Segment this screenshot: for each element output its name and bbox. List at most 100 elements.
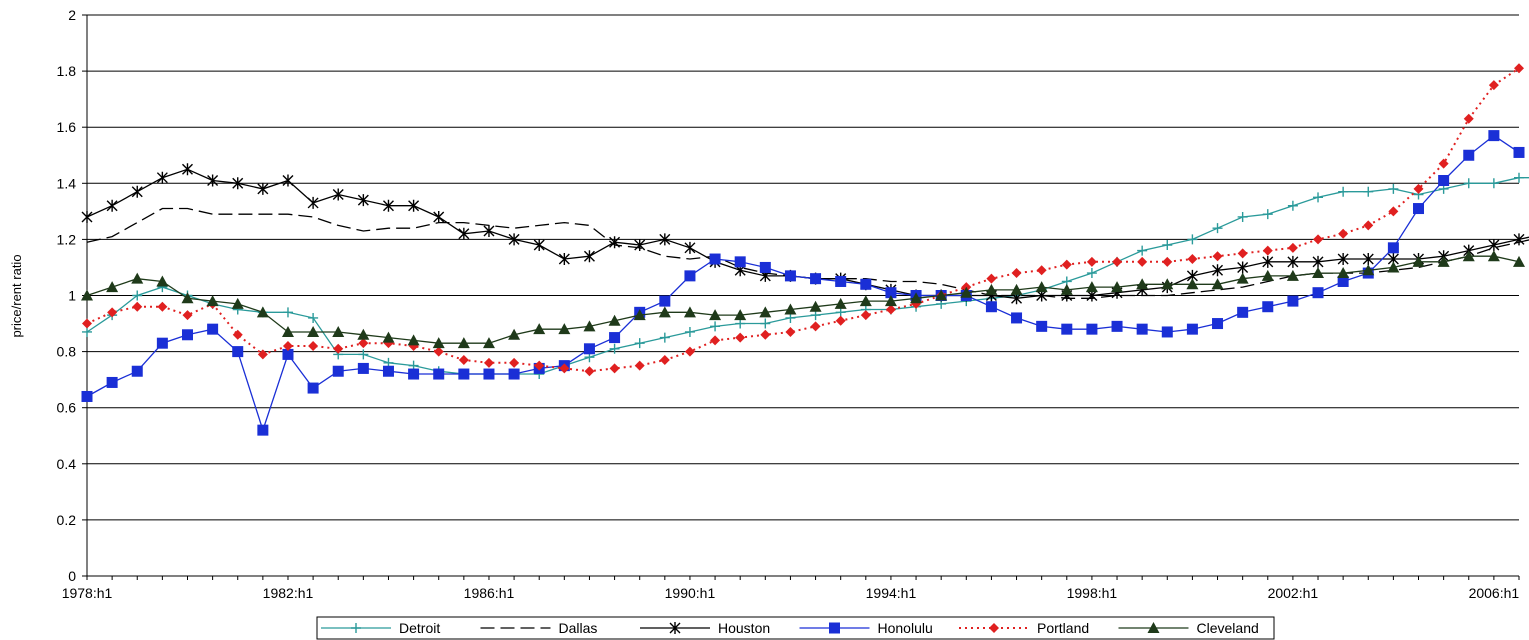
portland-point bbox=[107, 307, 118, 318]
x-tick-label: 2006:h1 bbox=[1469, 585, 1520, 601]
cleveland-point bbox=[834, 297, 847, 309]
portland-point bbox=[1363, 220, 1374, 231]
legend-marker-detroit bbox=[351, 623, 361, 633]
detroit-point bbox=[1287, 200, 1298, 211]
portland-line bbox=[86, 67, 1520, 373]
cleveland-point bbox=[859, 295, 872, 307]
honolulu-point bbox=[659, 295, 671, 307]
honolulu-point bbox=[835, 275, 847, 287]
legend-label-houston: Houston bbox=[718, 620, 770, 636]
honolulu-point bbox=[985, 301, 997, 313]
cleveland-point bbox=[457, 337, 470, 349]
portland-point bbox=[358, 338, 369, 349]
portland-point bbox=[82, 318, 92, 329]
portland-point bbox=[634, 360, 645, 371]
legend-item-detroit: Detroit bbox=[321, 620, 440, 636]
honolulu-point bbox=[131, 365, 143, 377]
detroit-point bbox=[710, 321, 721, 332]
detroit-point bbox=[1187, 234, 1198, 245]
portland-point bbox=[308, 340, 319, 351]
cleveland-point bbox=[382, 331, 395, 343]
portland-point bbox=[584, 366, 595, 377]
cleveland-point bbox=[608, 314, 621, 326]
houston-point bbox=[131, 185, 143, 198]
portland-point bbox=[483, 357, 494, 368]
series-dallas bbox=[86, 207, 1529, 299]
legend-marker-cleveland bbox=[1147, 622, 1160, 633]
cleveland-point bbox=[759, 306, 772, 318]
houston-point bbox=[1337, 253, 1349, 266]
series-honolulu bbox=[81, 130, 1525, 436]
honolulu-point bbox=[885, 287, 897, 299]
honolulu-point bbox=[508, 368, 520, 380]
portland-point bbox=[760, 329, 771, 340]
cleveland-point bbox=[231, 297, 244, 309]
detroit-point bbox=[308, 312, 319, 323]
cleveland-point bbox=[1111, 281, 1124, 293]
houston-point bbox=[684, 241, 696, 254]
cleveland-point bbox=[910, 292, 923, 304]
y-tick-label: 2 bbox=[68, 7, 76, 23]
legend-label-honolulu: Honolulu bbox=[878, 620, 933, 636]
cleveland-point bbox=[307, 325, 320, 337]
portland-point bbox=[333, 343, 344, 354]
honolulu-point bbox=[1463, 149, 1475, 161]
portland-point bbox=[257, 349, 268, 360]
cleveland-point bbox=[106, 281, 119, 293]
legend-box bbox=[316, 616, 1275, 640]
portland-point bbox=[1061, 259, 1072, 270]
honolulu-point bbox=[1136, 323, 1148, 335]
honolulu-point bbox=[759, 261, 771, 273]
detroit-point bbox=[1262, 209, 1273, 220]
series-houston bbox=[81, 163, 1529, 305]
portland-point bbox=[1313, 234, 1324, 245]
cleveland-point bbox=[1387, 261, 1400, 273]
portland-point bbox=[810, 321, 821, 332]
portland-point bbox=[559, 363, 570, 374]
y-tick-labels: 0 0.2 0.4 0.6 0.8 1 1.2 1.4 1.6 1.8 2 bbox=[57, 7, 77, 584]
legend-marker-honolulu bbox=[829, 622, 840, 634]
portland-point bbox=[232, 329, 243, 340]
portland-point bbox=[182, 310, 193, 321]
honolulu-point bbox=[1036, 320, 1048, 332]
honolulu-point bbox=[1111, 320, 1123, 332]
portland-point bbox=[1086, 256, 1097, 267]
detroit-point bbox=[1363, 186, 1374, 197]
y-tick-label: 0 bbox=[68, 568, 76, 584]
honolulu-point bbox=[609, 332, 621, 344]
portland-point bbox=[1262, 245, 1273, 256]
cleveland-point bbox=[1513, 255, 1525, 267]
houston-point bbox=[483, 224, 495, 237]
cleveland-point bbox=[1312, 267, 1325, 279]
cleveland-point bbox=[156, 275, 169, 287]
houston-point bbox=[458, 227, 470, 240]
honolulu-point bbox=[181, 329, 193, 341]
portland-point bbox=[1388, 206, 1399, 217]
x-tick-label: 1982:h1 bbox=[263, 585, 314, 601]
houston-point bbox=[282, 174, 294, 187]
honolulu-point bbox=[860, 278, 872, 290]
portland-point bbox=[1237, 248, 1248, 259]
honolulu-point bbox=[734, 256, 746, 268]
detroit-point bbox=[634, 338, 645, 349]
houston-point bbox=[609, 236, 621, 249]
cleveland-point bbox=[357, 328, 370, 340]
portland-point bbox=[659, 355, 670, 366]
series-detroit bbox=[82, 172, 1529, 380]
houston-point bbox=[1488, 239, 1500, 252]
honolulu-line bbox=[86, 134, 1520, 433]
houston-point bbox=[1287, 255, 1299, 268]
portland-point bbox=[1413, 183, 1424, 194]
legend-label-cleveland: Cleveland bbox=[1197, 620, 1259, 636]
y-axis-label: price/rent ratio bbox=[9, 254, 24, 337]
cleveland-point bbox=[533, 323, 546, 335]
cleveland-point bbox=[1060, 283, 1073, 295]
detroit-point bbox=[1313, 192, 1324, 203]
portland-point bbox=[1438, 158, 1449, 169]
cleveland-point bbox=[709, 309, 722, 321]
cleveland-point bbox=[407, 334, 420, 346]
detroit-point bbox=[735, 318, 746, 329]
cleveland-point bbox=[332, 325, 345, 337]
honolulu-point bbox=[282, 348, 294, 360]
